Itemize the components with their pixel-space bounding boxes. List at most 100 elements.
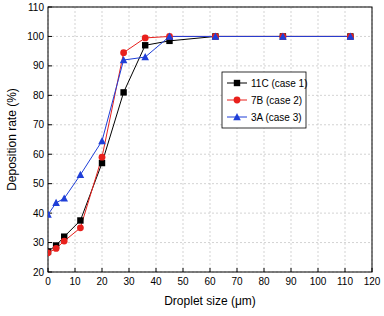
tick-label-x: 70: [231, 276, 243, 287]
data-point: [77, 224, 84, 231]
tick-label-x: 90: [285, 276, 297, 287]
data-point: [77, 217, 83, 223]
data-point: [48, 249, 51, 256]
tick-y: [48, 183, 52, 184]
grid-line-y: [48, 154, 372, 155]
series-line: [48, 36, 350, 251]
tick-x: [156, 268, 157, 272]
tick-label-x: 100: [310, 276, 327, 287]
grid-line-x: [264, 7, 265, 272]
tick-label-x: 30: [123, 276, 135, 287]
data-point: [48, 211, 52, 218]
tick-label-x: 50: [177, 276, 189, 287]
grid-line-x: [318, 7, 319, 272]
tick-y: [48, 124, 52, 125]
chart-container: 0102030405060708090100110120203040506070…: [0, 0, 384, 316]
grid-line-y: [48, 183, 372, 184]
legend-marker: [234, 80, 240, 86]
tick-x: [291, 268, 292, 272]
grid-line-y: [48, 95, 372, 96]
data-point: [142, 42, 148, 48]
tick-label-x: 20: [96, 276, 108, 287]
tick-x: [102, 268, 103, 272]
plot-frame: [48, 7, 372, 272]
legend-marker: [234, 97, 241, 104]
tick-label-y: 50: [33, 178, 45, 189]
tick-x: [318, 268, 319, 272]
legend-label: 7B (case 2): [251, 95, 302, 106]
grid-line-x: [156, 7, 157, 272]
series-line: [48, 36, 350, 252]
tick-label-x: 40: [150, 276, 162, 287]
y-axis-label: Deposition rate (%): [5, 88, 19, 191]
tick-x: [183, 268, 184, 272]
data-point: [98, 137, 106, 144]
data-point: [280, 33, 287, 40]
legend: 11C (case 1) 7B (case 2) 3A (case 3): [222, 72, 308, 128]
grid-line-y: [48, 65, 372, 66]
legend-label: 11C (case 1): [251, 78, 308, 89]
tick-x: [264, 268, 265, 272]
chart-svg: 0102030405060708090100110120203040506070…: [0, 0, 384, 316]
grid-line-x: [183, 7, 184, 272]
tick-label-y: 40: [33, 208, 45, 219]
data-point: [60, 194, 68, 201]
data-point: [61, 238, 68, 245]
tick-label-x: 10: [69, 276, 81, 287]
tick-x: [237, 268, 238, 272]
grid-line-x: [237, 7, 238, 272]
data-point: [347, 33, 354, 40]
data-point: [120, 49, 127, 56]
grid-line-y: [48, 124, 372, 125]
data-point: [347, 33, 353, 39]
data-point: [141, 53, 149, 60]
tick-x: [345, 268, 346, 272]
tick-label-y: 30: [33, 237, 45, 248]
tick-x: [129, 268, 130, 272]
grid-line-x: [210, 7, 211, 272]
legend-label: 3A (case 3): [251, 112, 302, 123]
tick-label-x: 120: [364, 276, 381, 287]
data-point: [212, 33, 219, 40]
data-point: [99, 154, 106, 161]
tick-y: [48, 242, 52, 243]
series-line: [48, 36, 350, 214]
grid-line-y: [48, 242, 372, 243]
legend-marker: [233, 113, 241, 120]
grid-line-x: [129, 7, 130, 272]
data-point: [279, 32, 287, 39]
tick-label-y: 100: [27, 31, 44, 42]
tick-y: [48, 65, 52, 66]
data-point: [166, 32, 174, 39]
data-point: [77, 171, 85, 178]
data-point: [52, 199, 60, 206]
data-point: [347, 32, 355, 39]
data-point: [166, 33, 173, 40]
tick-x: [210, 268, 211, 272]
data-point: [142, 35, 149, 42]
tick-label-y: 80: [33, 90, 45, 101]
data-point: [212, 32, 220, 39]
tick-label-x: 80: [258, 276, 270, 287]
data-point: [280, 33, 286, 39]
tick-label-x: 60: [204, 276, 216, 287]
tick-y: [48, 154, 52, 155]
grid-line-y: [48, 213, 372, 214]
tick-label-x: 110: [337, 276, 353, 287]
tick-label-y: 70: [33, 119, 45, 130]
grid: [48, 7, 372, 272]
data-group: [48, 32, 354, 256]
x-axis-label: Droplet size (μm): [164, 294, 256, 308]
data-point: [120, 89, 126, 95]
tick-x: [75, 268, 76, 272]
data-point: [120, 56, 128, 63]
tick-label-y: 60: [33, 149, 45, 160]
tick-label-y: 110: [28, 2, 44, 13]
grid-line-x: [291, 7, 292, 272]
data-point: [99, 160, 105, 166]
tick-label-x: 0: [45, 276, 51, 287]
grid-line-x: [345, 7, 346, 272]
data-point: [212, 33, 218, 39]
tick-y: [48, 36, 52, 37]
tick-label-y: 90: [33, 60, 45, 71]
